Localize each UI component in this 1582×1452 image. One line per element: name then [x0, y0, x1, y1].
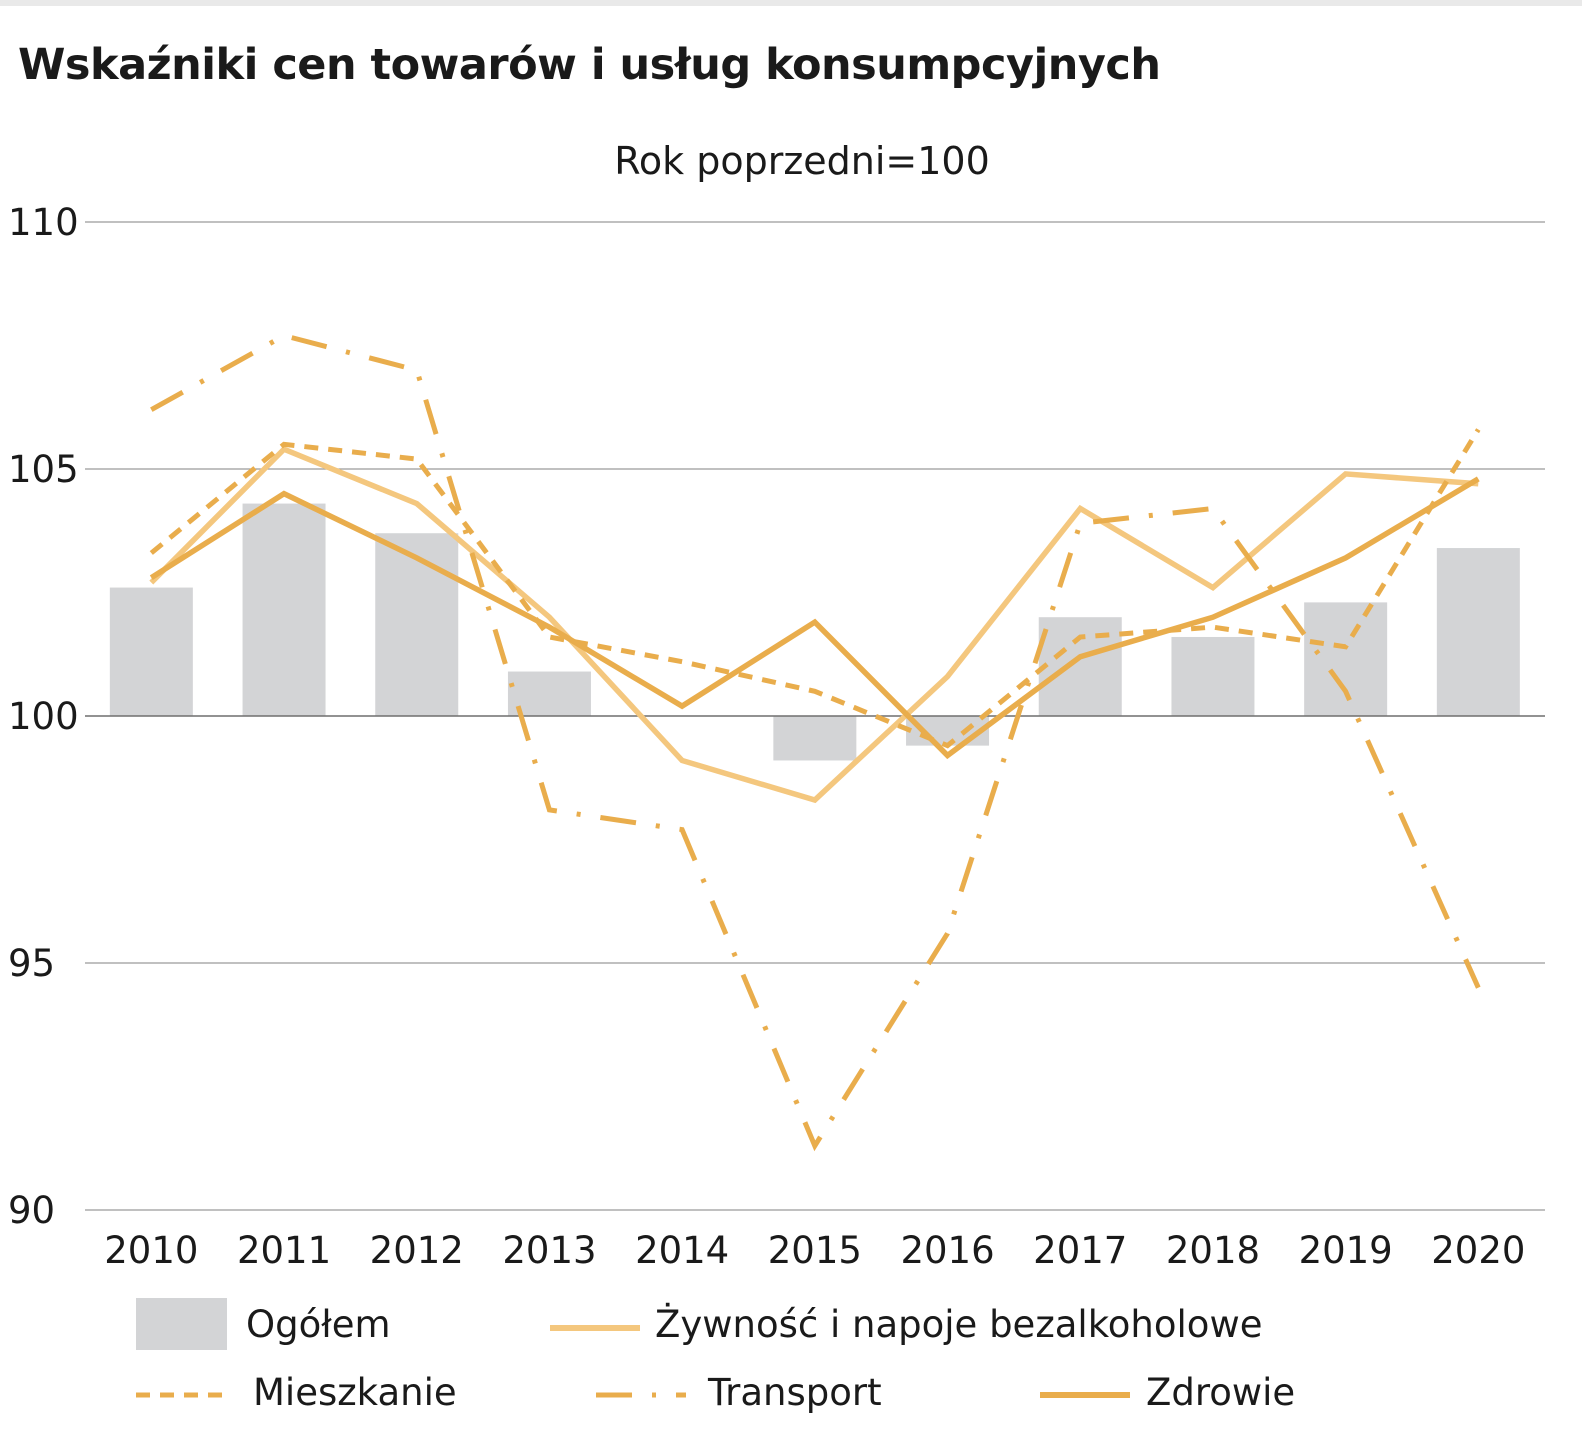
bar-ogolem-2015 [773, 716, 857, 761]
y-tick-label-110: 110 [8, 201, 79, 244]
y-axis-ticks: 90 95 100 105 110 [8, 201, 79, 1232]
bar-ogolem-2011 [242, 503, 326, 716]
bar-ogolem-2010 [109, 587, 193, 716]
x-tick-label-2011: 2011 [237, 1229, 331, 1272]
x-tick-label-2013: 2013 [502, 1229, 596, 1272]
x-tick-label-2015: 2015 [768, 1229, 862, 1272]
top-rule [0, 0, 1582, 6]
x-tick-label-2016: 2016 [900, 1229, 994, 1272]
series-line-2 [149, 428, 1481, 749]
x-tick-label-2019: 2019 [1299, 1229, 1393, 1272]
x-tick-label-2012: 2012 [370, 1229, 464, 1272]
x-tick-label-2020: 2020 [1431, 1229, 1525, 1272]
legend-swatch-ogolem [136, 1298, 227, 1350]
y-tick-label-105: 105 [8, 448, 79, 491]
legend-label-zywnosc: Żywność i napoje bezalkoholowe [655, 1303, 1262, 1346]
legend-label-ogolem: Ogółem [246, 1303, 391, 1346]
y-tick-label-95: 95 [8, 942, 55, 985]
chart-title: Wskaźniki cen towarów i usług konsumpcyj… [18, 40, 1161, 90]
bar-ogolem-2018 [1171, 636, 1255, 716]
series-line-1 [149, 445, 1479, 804]
bars-ogolem [109, 503, 1520, 761]
x-tick-label-2010: 2010 [104, 1229, 198, 1272]
legend-label-zdrowie: Zdrowie [1146, 1371, 1295, 1414]
legend: Ogółem Żywność i napoje bezalkoholowe Mi… [136, 1298, 1295, 1414]
bar-ogolem-2013 [507, 671, 591, 716]
bar-ogolem-2019 [1304, 602, 1388, 716]
y-tick-label-100: 100 [8, 695, 79, 738]
y-tick-label-90: 90 [8, 1189, 55, 1232]
series-line-4 [149, 476, 1480, 760]
x-tick-label-2017: 2017 [1033, 1229, 1127, 1272]
bar-ogolem-2012 [375, 533, 459, 716]
legend-label-transport: Transport [707, 1371, 882, 1414]
bar-ogolem-2020 [1436, 548, 1520, 716]
x-tick-label-2014: 2014 [635, 1229, 729, 1272]
chart-subtitle: Rok poprzedni=100 [614, 139, 990, 183]
legend-label-mieszkanie: Mieszkanie [253, 1371, 457, 1414]
x-axis-ticks: 2010 2011 2012 2013 2014 2015 2016 2017 2018 2019… [104, 1229, 1525, 1272]
series-line-3 [150, 332, 1481, 1152]
bar-ogolem-2017 [1038, 617, 1122, 716]
x-tick-label-2018: 2018 [1166, 1229, 1260, 1272]
series-lines [149, 332, 1481, 1152]
